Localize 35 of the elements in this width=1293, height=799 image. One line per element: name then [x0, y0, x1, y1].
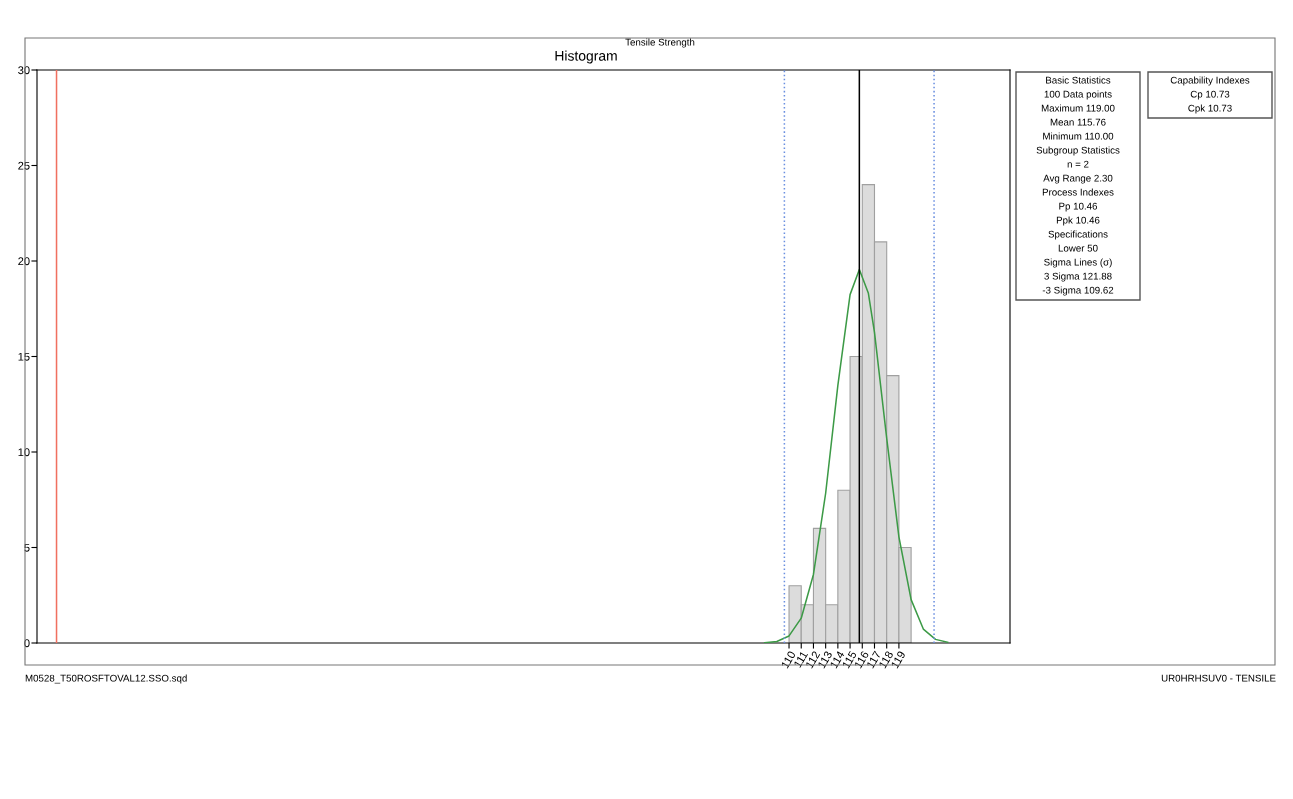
text: Specifications [1048, 230, 1108, 240]
text: Ppk 10.46 [1056, 216, 1100, 226]
text: n = 2 [1067, 160, 1089, 168]
x-tick-label: 110 [780, 650, 796, 669]
y-tick-label: 10 [18, 448, 30, 457]
y-tick-label: 30 [18, 66, 30, 75]
y-tick-label: 5 [24, 543, 30, 552]
line-series [763, 268, 949, 643]
text: Lower 50 [1058, 244, 1098, 252]
text: Mean 115.76 [1050, 118, 1106, 126]
x-tick-label: 116 [854, 650, 870, 669]
x-tick-label: 111 [793, 650, 808, 668]
text: Minimum 110.00 [1043, 132, 1114, 140]
text: Subgroup Statistics [1036, 146, 1120, 156]
y-tick-label: 0 [24, 639, 30, 648]
y-tick-label: 25 [18, 161, 30, 170]
y-tick-label: 15 [18, 352, 30, 361]
text: Sigma Lines (σ) [1044, 258, 1112, 268]
text: Process Indexes [1042, 188, 1114, 196]
text: Capability Indexes [1170, 76, 1250, 86]
text: UR0HRHSUV0 - TENSILE [1161, 674, 1276, 682]
text: -3 Sigma 109.62 [1042, 286, 1114, 296]
text: 100 Data points [1044, 90, 1112, 100]
text: Basic Statistics [1046, 76, 1111, 84]
chart-subtitle: Tensile Strength [625, 38, 695, 48]
text: Cp 10.73 [1190, 90, 1230, 100]
x-tick-label: 118 [878, 650, 894, 669]
text: Cpk 10.73 [1188, 104, 1232, 114]
y-tick-label: 20 [18, 257, 30, 266]
text: M0528_T50ROSFTOVAL12.SSO.sqd [25, 674, 187, 684]
text: 3 Sigma 121.88 [1044, 272, 1112, 282]
text: Maximum 119.00 [1041, 104, 1115, 112]
text: Avg Range 2.30 [1043, 174, 1113, 184]
text: Pp 10.46 [1059, 202, 1098, 212]
chart-title: Histogram [555, 50, 617, 64]
